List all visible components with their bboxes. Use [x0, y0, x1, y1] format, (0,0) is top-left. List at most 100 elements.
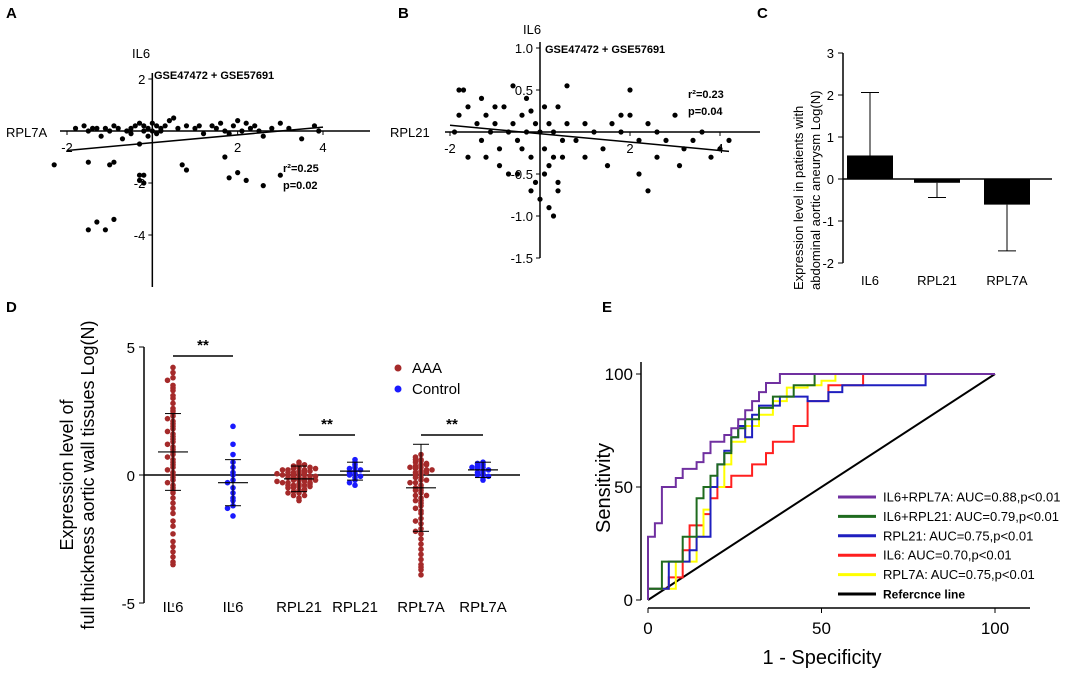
panel-b-point	[546, 163, 552, 169]
panel-b-x-tick-label: -2	[444, 141, 456, 156]
panel-d-point	[423, 469, 430, 476]
panel-b-point	[514, 171, 521, 177]
panel-b-point	[523, 129, 530, 135]
panel-d-point	[274, 470, 280, 477]
panel-b-point	[541, 146, 548, 152]
legend-marker-control	[394, 385, 402, 393]
panel-e-x-tick-label: 0	[643, 619, 652, 638]
panel-e-curve	[647, 373, 995, 600]
panel-d-y-tick-label: 0	[127, 468, 135, 485]
panel-a-point	[166, 118, 172, 124]
panel-b-point	[465, 104, 471, 110]
panel-b-point	[519, 146, 525, 152]
panel-a-point	[239, 128, 245, 134]
panel-e-xlabel: 1 - Specificity	[763, 647, 882, 669]
panel-a-point	[196, 123, 202, 129]
panel-c-y-tick-label: -1	[822, 214, 834, 229]
panel-e-x-tick-label: 100	[981, 619, 1009, 638]
panel-b-point	[690, 137, 696, 143]
panel-e-legend-label: Refercnce line	[883, 588, 965, 602]
panel-d-point	[307, 483, 313, 490]
panel-d-x-tick-label: IL6	[163, 599, 184, 616]
panel-a-point	[124, 128, 130, 134]
panel-b-point	[645, 188, 651, 194]
panel-d-point	[485, 473, 492, 480]
panel-b-point	[505, 129, 512, 135]
panel-b-y-tick-label: -1.5	[511, 251, 533, 266]
panel-a-point	[51, 162, 57, 168]
panel-d-point	[170, 518, 176, 524]
panel-d-point	[412, 465, 419, 472]
panel-a-point	[136, 177, 143, 183]
panel-b-point	[496, 163, 503, 169]
panel-a-point	[141, 128, 147, 134]
panel-c-bar	[914, 179, 960, 183]
panel-d-point	[170, 500, 176, 506]
panel-b-point	[528, 154, 534, 160]
panel-e-ylabel: Sensitivity	[593, 443, 615, 533]
panel-b-point	[487, 129, 494, 135]
panel-d-point	[170, 510, 176, 517]
panel-a-point	[311, 123, 318, 129]
panel-c-x-tick-label: IL6	[861, 273, 879, 288]
panel-b-point	[483, 112, 489, 118]
panel-a-point	[141, 180, 147, 186]
panel-a-point	[111, 159, 117, 165]
panel-c-y-tick-label: -2	[822, 256, 834, 271]
panel-b-point	[532, 179, 539, 185]
panel-a-plot-area: -2 2 4 2 -2 -4	[51, 72, 370, 287]
panel-c-x-tick-label: RPL7A	[986, 273, 1028, 288]
panel-d-x-tick-label: RPL7A	[459, 599, 507, 616]
panel-d-point	[418, 564, 424, 570]
panel-b-point	[645, 121, 651, 127]
panel-a-scatter: IL6 GSE47472 + GSE57691 RPL7A r²=0.25 p=…	[6, 46, 370, 287]
panel-a-point	[230, 123, 236, 129]
panel-d-point	[412, 487, 419, 494]
panel-b-point	[636, 171, 642, 177]
panel-d-point	[301, 487, 308, 494]
panel-a-y-tick-label: 2	[138, 72, 145, 87]
panel-b-point	[505, 171, 512, 177]
panel-d-x-tick-label: RPL7A	[397, 599, 445, 616]
panel-d-point	[407, 479, 413, 486]
panel-d-point	[412, 474, 419, 481]
panel-a-point	[256, 128, 262, 134]
panel-a-point	[145, 125, 151, 131]
panel-b-point	[474, 121, 480, 127]
panel-d-x-tick-label: IL6	[223, 599, 244, 616]
panel-d-point	[164, 479, 171, 486]
panel-a-point	[183, 167, 190, 173]
panel-c-y-tick-label: 2	[827, 88, 834, 103]
panel-b-point	[537, 129, 543, 135]
panel-b-point	[699, 129, 705, 135]
panel-b-point	[573, 137, 579, 143]
panel-b-point	[541, 171, 548, 177]
panel-b-point	[492, 121, 498, 127]
panel-a-point	[235, 170, 241, 176]
panel-a-point	[243, 120, 249, 126]
panel-a-point	[111, 216, 117, 222]
panel-d-point	[301, 461, 308, 468]
panel-d-point	[170, 395, 176, 402]
panel-a-ylabel: IL6	[132, 46, 150, 61]
panel-b-point	[478, 95, 485, 101]
panel-label-e: E	[602, 299, 612, 316]
panel-d-point	[170, 543, 176, 550]
panel-b-point	[541, 104, 548, 110]
panel-d-point	[412, 492, 419, 499]
panel-d-point	[423, 461, 430, 468]
panel-a-point	[141, 123, 147, 129]
panel-d-point	[170, 400, 176, 407]
panel-d-point	[290, 465, 297, 472]
panel-b-point	[528, 108, 534, 114]
panel-d-legend: AAA Control	[394, 360, 460, 398]
panel-d-point	[164, 415, 171, 422]
panel-c-ylabel-line2: abdominal aortic aneurysm Log(N)	[808, 91, 823, 290]
panel-b-point	[456, 87, 462, 93]
panel-c-ylabel-line1: Expression level in patients with	[791, 106, 806, 290]
panel-a-point	[154, 123, 160, 129]
panel-b-point	[550, 213, 557, 219]
panel-a-point	[102, 227, 108, 233]
panel-b-stat-r2: r²=0.23	[688, 89, 724, 101]
panel-a-point	[145, 133, 151, 139]
